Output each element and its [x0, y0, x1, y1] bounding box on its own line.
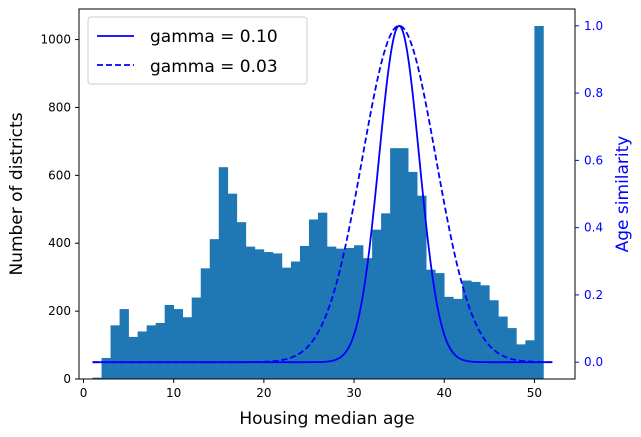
y-tick-label: 0 — [63, 372, 71, 386]
histogram-bar — [462, 280, 472, 379]
y2-axis-ticks: 0.0 0.2 0.4 0.6 0.8 1.0 — [575, 19, 603, 369]
histogram-bar — [390, 148, 400, 379]
y2-tick-label: 0.8 — [584, 86, 603, 100]
histogram-bar — [146, 325, 156, 379]
histogram-bar — [480, 285, 490, 379]
histogram-bar — [498, 316, 508, 379]
histogram-bar — [101, 357, 111, 379]
histogram-bar — [308, 219, 319, 379]
histogram-bar — [92, 377, 102, 379]
histogram-bar — [489, 300, 499, 379]
histogram-bar — [435, 273, 445, 379]
histogram-bar — [182, 317, 193, 379]
histogram-bar — [417, 195, 427, 379]
histogram-bars — [92, 25, 544, 379]
histogram-bar — [173, 309, 184, 379]
y2-tick-label: 1.0 — [584, 19, 603, 33]
y-axis-label: Number of districts — [7, 112, 27, 275]
histogram-bar — [399, 148, 409, 379]
histogram-bar — [471, 281, 481, 379]
histogram-bar — [110, 325, 120, 379]
histogram-bar — [137, 331, 147, 379]
histogram-bar — [363, 258, 373, 379]
histogram-bar — [290, 261, 301, 379]
plot-frame — [78, 8, 576, 380]
histogram-bar — [345, 247, 355, 379]
histogram-bar — [209, 239, 220, 379]
y2-tick-label: 0.0 — [584, 355, 603, 369]
histogram-bar — [254, 249, 265, 379]
histogram-bar — [327, 246, 337, 379]
x-tick-label: 0 — [80, 386, 88, 400]
histogram-bar — [444, 296, 454, 379]
curve-gamma-0-03 — [92, 24, 553, 364]
histogram-bar — [155, 322, 165, 379]
histogram-bar — [408, 171, 418, 379]
y-tick-label: 400 — [48, 236, 71, 250]
y-axis-ticks: 0 200 400 600 800 1000 — [40, 33, 79, 386]
legend-box — [87, 16, 308, 85]
y2-tick-label: 0.4 — [584, 221, 603, 235]
similarity-curves — [92, 24, 553, 364]
legend-label-dashed: gamma = 0.03 — [150, 57, 278, 77]
histogram-bar — [200, 268, 211, 379]
histogram-bar — [236, 222, 247, 379]
x-tick-label: 50 — [527, 386, 542, 400]
histogram-bar — [426, 269, 436, 379]
histogram-bar — [372, 229, 382, 379]
histogram-bar — [453, 298, 463, 379]
y2-tick-label: 0.6 — [584, 153, 603, 167]
histogram-bar — [191, 297, 202, 379]
histogram-bar — [354, 245, 364, 379]
legend-label-solid: gamma = 0.10 — [150, 27, 278, 47]
y-tick-label: 600 — [48, 168, 71, 182]
x-tick-label: 20 — [256, 386, 271, 400]
histogram-bar — [299, 245, 310, 379]
histogram-bar — [281, 267, 292, 379]
histogram-bar — [119, 309, 129, 379]
histogram-bar — [164, 305, 174, 379]
histogram-bar — [381, 213, 391, 379]
x-tick-label: 30 — [346, 386, 361, 400]
histogram-bar — [336, 248, 346, 379]
histogram-bar — [534, 25, 544, 379]
histogram-bar — [227, 193, 238, 379]
x-axis-label: Housing median age — [239, 409, 414, 429]
y-tick-label: 200 — [48, 304, 71, 318]
x-axis-ticks: 0 10 20 30 40 50 — [80, 379, 542, 400]
histogram-bar — [525, 340, 535, 379]
y2-tick-label: 0.2 — [584, 288, 603, 302]
y-tick-label: 1000 — [40, 33, 71, 47]
histogram-bar — [507, 328, 517, 379]
histogram-bar — [317, 212, 328, 379]
histogram-bar — [128, 336, 138, 379]
x-tick-label: 40 — [437, 386, 452, 400]
y2-axis-label: Age similarity — [613, 136, 633, 253]
histogram-bar — [218, 167, 229, 379]
y-tick-label: 800 — [48, 100, 71, 114]
legend: gamma = 0.10 gamma = 0.03 — [87, 16, 308, 85]
histogram-bar — [272, 253, 283, 379]
histogram-bar — [245, 246, 256, 379]
histogram-bar — [263, 252, 274, 379]
x-tick-label: 10 — [166, 386, 181, 400]
